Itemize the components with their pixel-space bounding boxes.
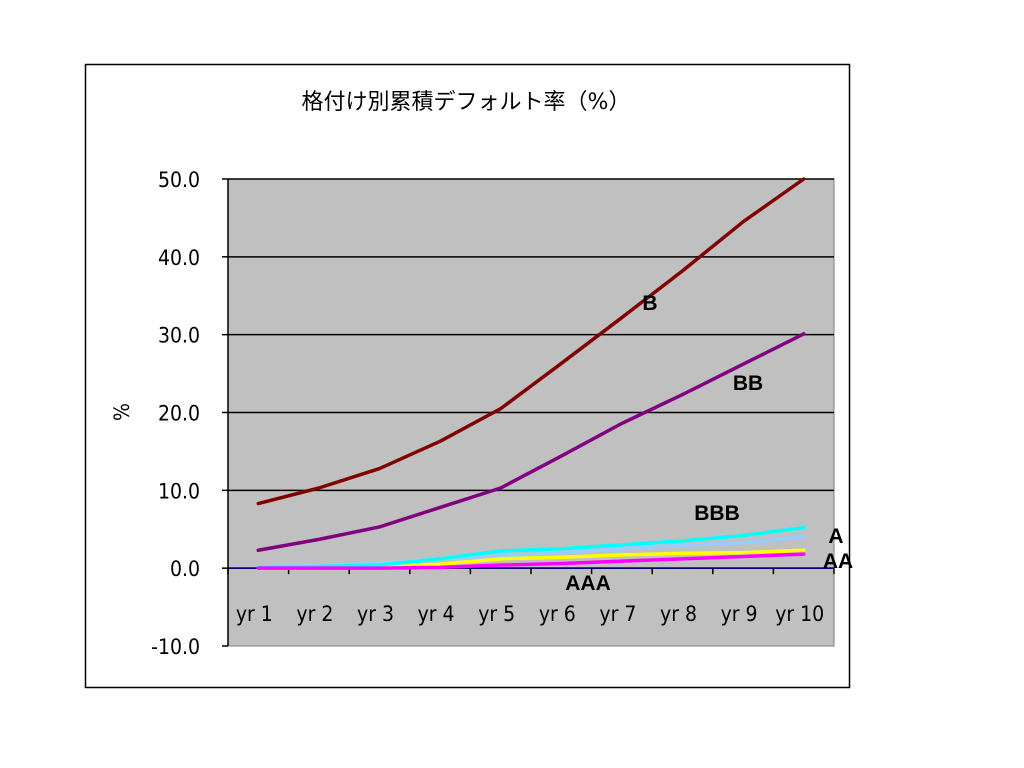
x-tick-label: yr 6: [539, 602, 576, 626]
series-line-bb: [256, 332, 806, 553]
series-label-bb: BB: [733, 372, 763, 395]
y-tick-label: 50.0: [158, 168, 200, 192]
x-axis: yr 1 yr 2 yr 3 yr 4 yr 5 yr 6 yr 7 yr 8 yr 9 yr 1…: [227, 567, 835, 626]
x-tick-label: yr 8: [660, 602, 697, 626]
x-tick-label: yr 3: [357, 602, 394, 626]
x-tick-label: yr 4: [418, 602, 455, 626]
y-tick-label: -10.0: [151, 635, 200, 659]
y-tick-label: 30.0: [158, 324, 200, 348]
x-tick-label: yr 1: [236, 602, 273, 626]
y-tick-label: 40.0: [158, 246, 200, 270]
series-label-aaa: AAA: [565, 572, 611, 595]
chart-title: 格付け別累積デフォルト率（%）: [302, 90, 631, 115]
series-lines: [256, 177, 806, 570]
series-line-a: [256, 525, 806, 570]
x-tick-label: yr 2: [296, 602, 333, 626]
y-tick-label: 10.0: [158, 479, 200, 503]
series-label-a: A: [828, 525, 843, 548]
y-tick-label: 0.0: [170, 557, 200, 581]
y-axis: 50.0 40.0 30.0 20.0 10.0 0.0 -10.0: [151, 168, 229, 659]
x-tick-label: yr 7: [599, 602, 636, 626]
series-label-b: B: [642, 292, 657, 315]
series-label-bbb: BBB: [694, 502, 740, 525]
series-line-aaa: [256, 552, 806, 570]
series-label-aa: AA: [823, 550, 853, 573]
x-tick-label: yr 5: [478, 602, 515, 626]
series-line-b: [256, 177, 806, 506]
y-tick-label: 20.0: [158, 402, 200, 426]
x-tick-label: yr 10: [775, 602, 824, 626]
y-axis-label: %: [110, 403, 134, 421]
x-tick-label: yr 9: [721, 602, 758, 626]
